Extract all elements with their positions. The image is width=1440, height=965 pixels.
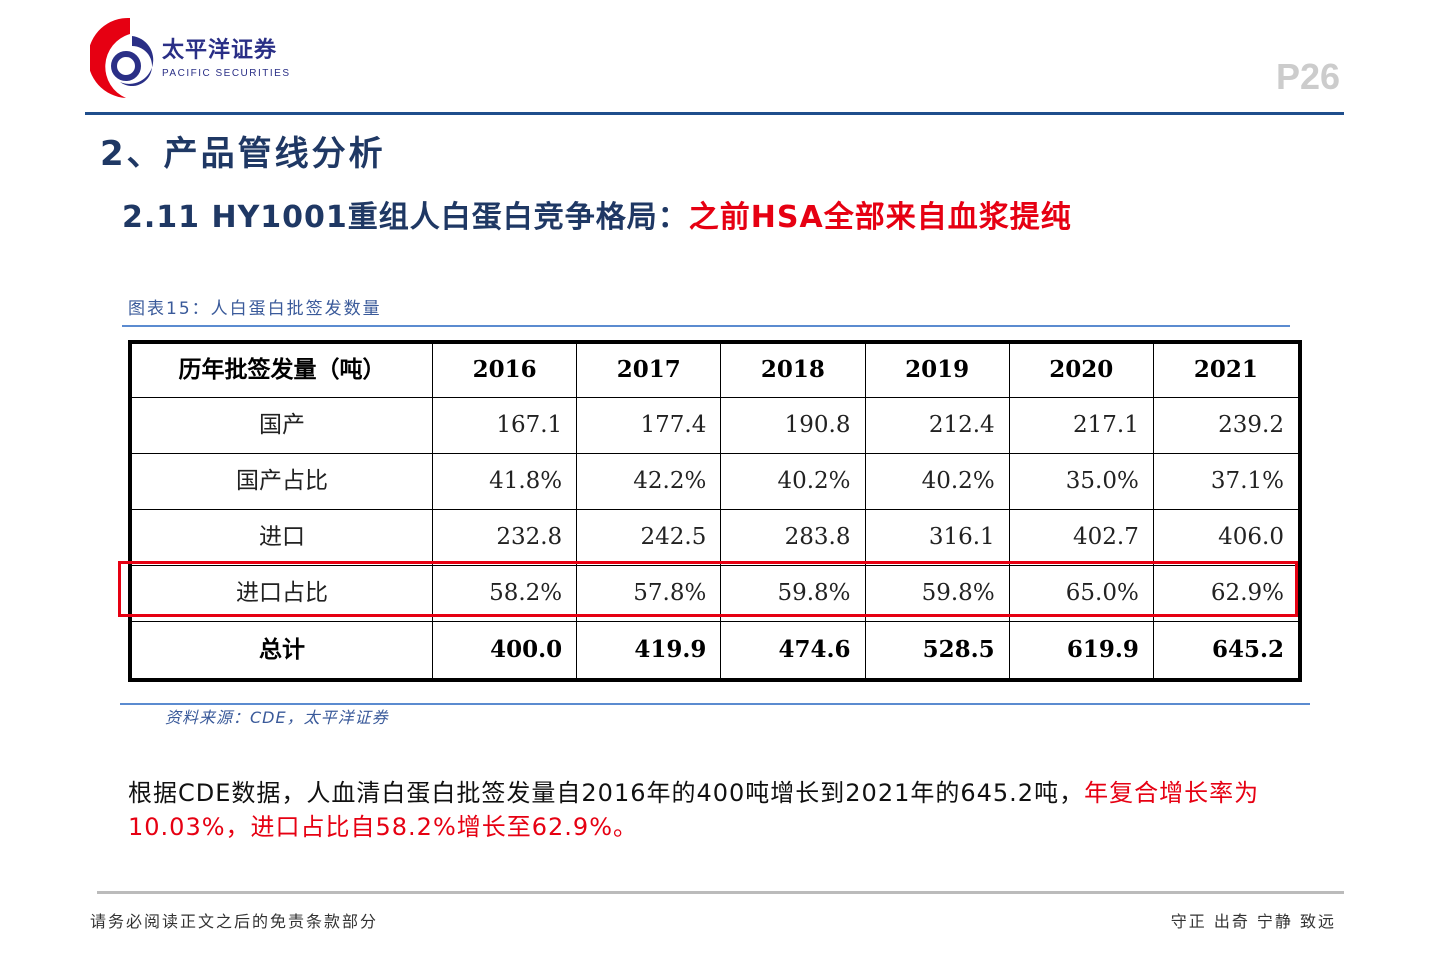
row-label: 国产: [129, 396, 433, 454]
row-label: 进口: [129, 508, 433, 566]
row-label: 国产占比: [129, 452, 433, 510]
subtitle-highlight: 之前HSA全部来自血浆提纯: [688, 200, 1072, 235]
header-cell: 2020: [1008, 341, 1154, 398]
brand-name-en: PACIFIC SECURITIES: [162, 68, 291, 79]
cell: 41.8%: [431, 452, 578, 510]
table-header-row: 历年批签发量（吨） 2016 2017 2018 2019 2020 2021: [129, 341, 1301, 398]
company-motto: 守正 出奇 宁静 致远: [1170, 912, 1336, 931]
cell: 58.2%: [431, 564, 578, 622]
row-label: 总计: [129, 620, 433, 681]
cell: 59.8%: [864, 564, 1010, 622]
table-row: 国产 167.1 177.4 190.8 212.4 217.1 239.2: [129, 396, 1301, 454]
row-label: 进口占比: [129, 564, 433, 622]
cell: 239.2: [1152, 396, 1301, 454]
albumin-batch-release-table: 历年批签发量（吨） 2016 2017 2018 2019 2020 2021 …: [128, 340, 1302, 682]
header-cell: 历年批签发量（吨）: [129, 341, 433, 398]
cell: 190.8: [720, 396, 866, 454]
summary-highlight: 年复合增长率为10.03%，进口占比自58.2%增长至62.9%。: [128, 779, 1260, 841]
cell: 400.0: [431, 620, 578, 681]
cell: 242.5: [576, 508, 722, 566]
footer-divider: [97, 891, 1344, 894]
table-total-row: 总计 400.0 419.9 474.6 528.5 619.9 645.2: [129, 620, 1301, 681]
cell: 419.9: [576, 620, 722, 681]
cell: 37.1%: [1152, 452, 1301, 510]
cell: 645.2: [1152, 620, 1301, 681]
header-divider: [85, 112, 1344, 115]
table-source: 资料来源：CDE，太平洋证券: [165, 708, 389, 727]
cell: 59.8%: [720, 564, 866, 622]
cell: 35.0%: [1008, 452, 1154, 510]
cell: 42.2%: [576, 452, 722, 510]
import-share-highlight-box: [118, 561, 1298, 617]
header-cell: 2018: [720, 341, 866, 398]
cell: 528.5: [864, 620, 1010, 681]
header-cell: 2019: [864, 341, 1010, 398]
table-row: 进口 232.8 242.5 283.8 316.1 402.7 406.0: [129, 508, 1301, 566]
header-cell: 2021: [1152, 341, 1301, 398]
cell: 283.8: [720, 508, 866, 566]
disclaimer-note: 请务必阅读正文之后的免责条款部分: [90, 912, 379, 931]
table-row: 进口占比 58.2% 57.8% 59.8% 59.8% 65.0% 62.9%: [129, 564, 1301, 622]
cell: 402.7: [1008, 508, 1154, 566]
section-title: 2、产品管线分析: [100, 134, 386, 174]
brand-name-cn: 太平洋证券: [162, 38, 278, 63]
cell: 40.2%: [864, 452, 1010, 510]
source-divider: [120, 703, 1310, 705]
cell: 406.0: [1152, 508, 1301, 566]
summary-text: 根据CDE数据，人血清白蛋白批签发量自2016年的400吨增长到2021年的64…: [128, 779, 1085, 807]
cell: 177.4: [576, 396, 722, 454]
cell: 167.1: [431, 396, 578, 454]
cell: 217.1: [1008, 396, 1154, 454]
table-caption: 图表15：人白蛋白批签发数量: [128, 299, 382, 319]
cell: 57.8%: [576, 564, 722, 622]
cell: 316.1: [864, 508, 1010, 566]
page-number: P26: [1275, 56, 1340, 97]
cell: 619.9: [1008, 620, 1154, 681]
cell: 232.8: [431, 508, 578, 566]
cell: 65.0%: [1008, 564, 1154, 622]
pacific-securities-logo: [90, 17, 154, 98]
table-row: 国产占比 41.8% 42.2% 40.2% 40.2% 35.0% 37.1%: [129, 452, 1301, 510]
slide-subtitle: 2.11 HY1001重组人白蛋白竞争格局：之前HSA全部来自血浆提纯: [122, 198, 1072, 238]
cell: 40.2%: [720, 452, 866, 510]
cell: 212.4: [864, 396, 1010, 454]
header-cell: 2017: [576, 341, 722, 398]
cell: 62.9%: [1152, 564, 1301, 622]
summary-paragraph: 根据CDE数据，人血清白蛋白批签发量自2016年的400吨增长到2021年的64…: [128, 776, 1278, 844]
caption-divider: [122, 325, 1290, 327]
subtitle-main: 2.11 HY1001重组人白蛋白竞争格局：: [122, 200, 689, 235]
cell: 474.6: [720, 620, 866, 681]
header-cell: 2016: [431, 341, 578, 398]
